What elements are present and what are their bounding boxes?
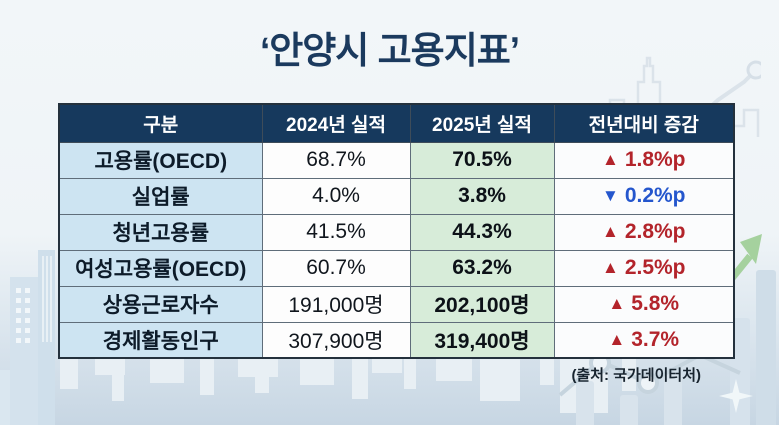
indicator-label: 고용률(OECD) [58,141,263,179]
change-cell: ▼ 0.2%p [553,177,735,215]
value-2024: 191,000명 [261,285,411,323]
table-container: 구분 2024년 실적 2025년 실적 전년대비 증감 고용률(OECD) 68… [58,103,735,359]
value-2025: 319,400명 [409,321,555,359]
value-2025: 44.3% [409,213,555,251]
value-2025: 70.5% [409,141,555,179]
change-value: 1.8%p [624,148,686,171]
change-value: 5.8% [631,292,680,315]
indicator-label: 청년고용률 [58,213,263,251]
indicator-label: 경제활동인구 [58,321,263,359]
indicator-label: 여성고용률(OECD) [58,249,263,287]
sparkle-icon [719,379,753,413]
change-value: 3.7% [631,327,680,351]
col-header-category: 구분 [58,103,263,143]
table-body: 고용률(OECD) 68.7% 70.5% ▲ 1.8%p 실업률 4.0% 3.8% ▼ 0.2… [58,141,735,359]
value-2025: 202,100명 [409,285,555,323]
change-cell: ▲ 5.8% [553,285,735,323]
value-2025: 63.2% [409,249,555,287]
table-header-row: 구분 2024년 실적 2025년 실적 전년대비 증감 [58,103,735,143]
triangle-up-icon: ▲ [601,258,619,277]
col-header-2025: 2025년 실적 [409,103,555,143]
table-row: 상용근로자수 191,000명 202,100명 ▲ 5.8% [58,285,735,323]
change-cell: ▲ 3.7% [553,321,735,359]
value-2025: 3.8% [409,177,555,215]
table-row: 실업률 4.0% 3.8% ▼ 0.2%p [58,177,735,215]
triangle-up-icon: ▲ [608,329,626,349]
employment-table: 구분 2024년 실적 2025년 실적 전년대비 증감 고용률(OECD) 68… [58,103,735,359]
value-2024: 4.0% [261,177,411,215]
table-row: 경제활동인구 307,900명 319,400명 ▲ 3.7% [58,321,735,359]
indicator-label: 실업률 [58,177,263,215]
value-2024: 68.7% [261,141,411,179]
table-row: 여성고용률(OECD) 60.7% 63.2% ▲ 2.5%p [58,249,735,287]
arrow-up-icon [740,234,762,264]
indicator-label: 상용근로자수 [58,285,263,323]
value-2024: 60.7% [261,249,411,287]
col-header-2024: 2024년 실적 [261,103,411,143]
triangle-up-icon: ▲ [601,222,619,241]
source-note: (출처: 국가데이터처) [571,367,701,384]
change-cell: ▲ 1.8%p [553,141,735,179]
table-row: 고용률(OECD) 68.7% 70.5% ▲ 1.8%p [58,141,735,179]
triangle-up-icon: ▲ [608,294,626,313]
city-buildings-left-decoration [0,250,55,425]
value-2024: 307,900명 [261,321,411,359]
value-2024: 41.5% [261,213,411,251]
triangle-up-icon: ▲ [601,150,619,169]
change-cell: ▲ 2.8%p [553,213,735,251]
table-row: 청년고용률 41.5% 44.3% ▲ 2.8%p [58,213,735,251]
change-cell: ▲ 2.5%p [553,249,735,287]
change-value: 2.5%p [624,256,686,279]
col-header-change: 전년대비 증감 [553,103,735,143]
page-title: ‘안양시 고용지표’ [259,30,520,71]
triangle-down-icon: ▼ [601,186,619,205]
change-value: 2.8%p [624,220,686,243]
change-value: 0.2%p [624,184,686,207]
